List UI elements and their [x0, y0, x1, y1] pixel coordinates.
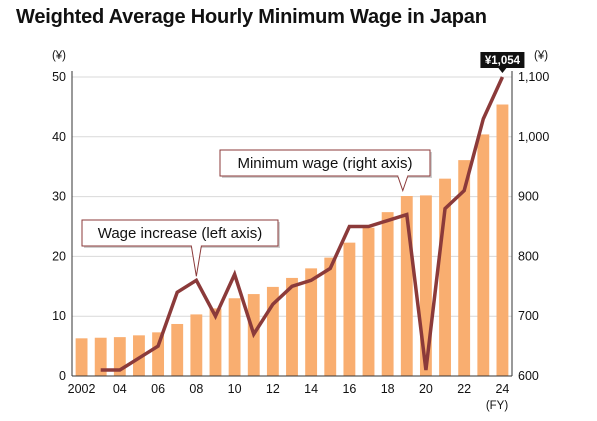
highlight-badge: ¥1,054	[480, 52, 525, 73]
x-tick-label: 18	[381, 382, 395, 396]
badge-pointer	[498, 68, 507, 73]
bar	[286, 277, 298, 376]
x-tick-label: 12	[266, 382, 280, 396]
x-tick-label: 24	[495, 382, 509, 396]
bar	[152, 332, 165, 376]
x-tick-label: 16	[342, 382, 356, 396]
x-tick-label: 20	[419, 382, 433, 396]
callout-minimum-wage: Minimum wage (right axis)	[219, 149, 432, 193]
callouts: Minimum wage (right axis) Wage increase (…	[81, 52, 525, 277]
callout-label: Minimum wage (right axis)	[237, 155, 412, 172]
left-tick-label: 20	[52, 249, 66, 263]
bar	[458, 160, 471, 376]
left-tick-label: 50	[52, 70, 66, 84]
bar	[75, 338, 88, 376]
x-axis-unit: (FY)	[486, 400, 509, 412]
bar	[439, 178, 451, 376]
right-axis-unit: (¥)	[534, 50, 548, 62]
x-tick-label: 06	[151, 382, 165, 396]
chart-title: Weighted Average Hourly Minimum Wage in …	[16, 6, 487, 28]
axes	[71, 71, 513, 377]
right-tick-label: 1,000	[518, 130, 549, 144]
bar	[362, 227, 375, 376]
bar	[228, 298, 241, 376]
left-tick-label: 0	[59, 369, 66, 383]
bar	[381, 212, 394, 376]
bar	[324, 257, 337, 376]
bar	[190, 314, 203, 376]
badge-label: ¥1,054	[485, 55, 521, 67]
right-tick-label: 1,100	[518, 70, 549, 84]
right-tick-label: 800	[518, 249, 539, 263]
left-tick-label: 30	[52, 190, 66, 204]
callout-wage-increase: Wage increase (left axis)	[81, 219, 280, 277]
right-tick-label: 700	[518, 309, 539, 323]
x-tick-label: 22	[457, 382, 471, 396]
left-axis-unit: (¥)	[52, 50, 66, 62]
left-tick-label: 40	[52, 130, 66, 144]
bar	[496, 104, 509, 377]
callout-box	[81, 219, 279, 247]
bar	[343, 242, 356, 376]
line-path	[100, 76, 505, 372]
bar	[477, 134, 490, 376]
x-tick-label: 10	[228, 382, 242, 396]
line-series-wage-increase	[100, 76, 505, 372]
badge-box	[480, 52, 525, 68]
callout-label: Wage increase (left axis)	[98, 225, 263, 242]
x-tick-label: 08	[189, 382, 203, 396]
callout-pointer	[190, 245, 202, 277]
bar	[305, 268, 318, 376]
right-tick-label: 900	[518, 190, 539, 204]
bar	[209, 308, 222, 376]
bar	[94, 337, 107, 376]
left-tick-label: 10	[52, 309, 66, 323]
x-tick-label: 2002	[68, 382, 96, 396]
callout-box	[219, 149, 431, 177]
bar	[419, 195, 432, 376]
right-tick-label: 600	[518, 369, 539, 383]
tick-labels: 0 600 10 700 20 800 30 900 40 1,000 50 1,100 (¥) (¥) (…	[52, 50, 549, 412]
bar	[266, 286, 279, 376]
bar	[113, 337, 126, 376]
callout-pointer	[397, 175, 409, 193]
bar	[171, 323, 184, 376]
x-tick-label: 14	[304, 382, 318, 396]
x-tick-label: 04	[113, 382, 127, 396]
bar	[133, 335, 145, 376]
bar	[400, 196, 413, 376]
